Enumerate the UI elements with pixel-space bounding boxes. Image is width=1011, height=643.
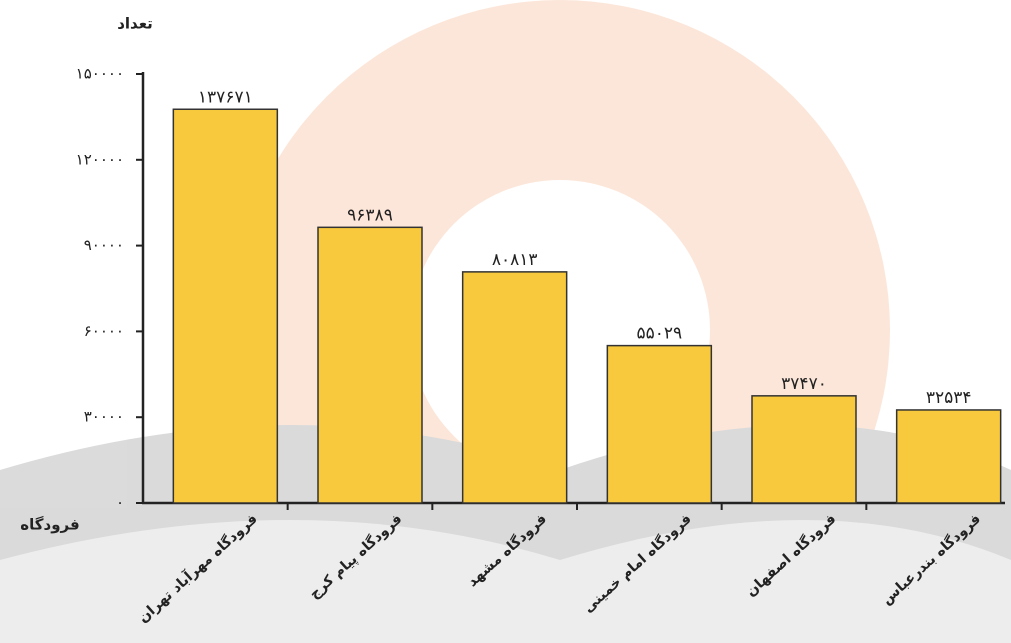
value-label: ۱۳۷۶۷۱ — [198, 87, 253, 107]
y-tick-label: ۱۲۰۰۰۰ — [76, 150, 124, 168]
bar — [461, 271, 568, 504]
bar — [317, 226, 423, 504]
x-axis-label: فرودگاه — [20, 516, 79, 534]
value-label: ۹۶۳۸۹ — [347, 205, 393, 225]
value-label: ۳۷۴۷۰ — [781, 374, 827, 394]
value-label: ۳۲۵۳۴ — [926, 388, 972, 408]
y-axis-label: تعداد — [117, 15, 153, 33]
value-label: ۵۵۰۲۹ — [637, 324, 683, 344]
value-label: ۸۰۸۱۳ — [492, 250, 538, 270]
bar — [751, 395, 857, 504]
y-tick-label: ۰ — [116, 494, 124, 512]
y-tick-label: ۹۰۰۰۰ — [84, 236, 124, 254]
bar — [606, 344, 713, 504]
y-tick-label: ۳۰۰۰۰ — [84, 408, 124, 426]
bar — [172, 108, 279, 504]
y-tick-label: ۱۵۰۰۰۰ — [76, 65, 124, 83]
y-tick-label: ۶۰۰۰۰ — [84, 322, 124, 340]
bar — [895, 409, 1002, 504]
